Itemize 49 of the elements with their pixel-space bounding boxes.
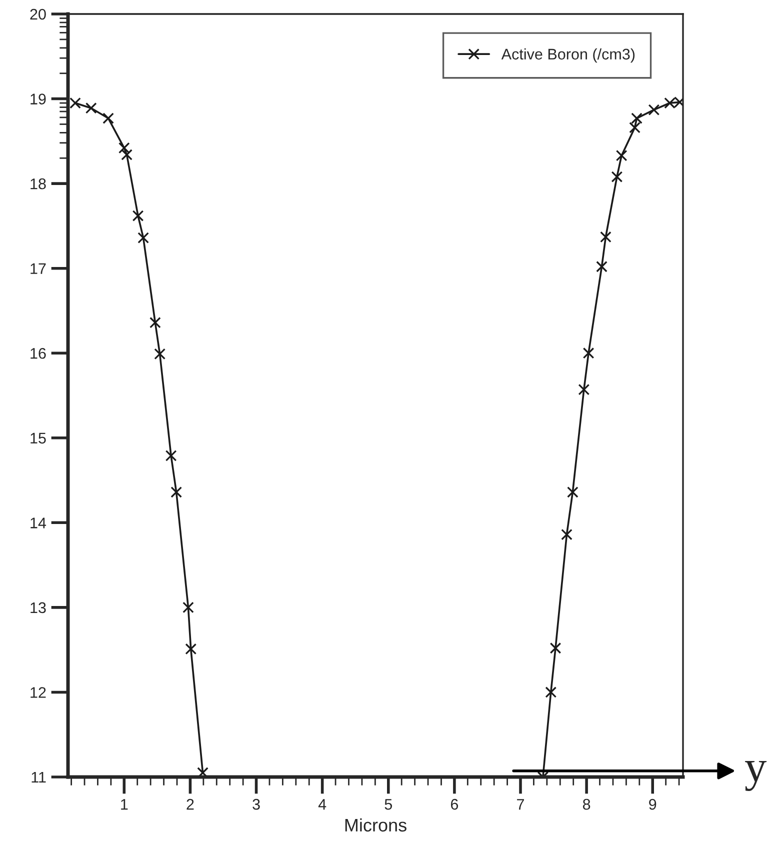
point bbox=[197, 767, 208, 777]
point bbox=[648, 104, 660, 116]
point bbox=[121, 149, 132, 160]
y-tick-label: 11 bbox=[32, 772, 46, 783]
point bbox=[185, 643, 197, 655]
point bbox=[561, 528, 572, 540]
legend-label: Active Boron (/cm3) bbox=[501, 48, 635, 63]
y-tick-label: 13 bbox=[30, 602, 46, 614]
point bbox=[132, 210, 144, 222]
y-tick-label: 18 bbox=[30, 178, 46, 190]
point bbox=[118, 142, 130, 154]
y-tick-label: 19 bbox=[30, 94, 46, 104]
point bbox=[578, 384, 590, 396]
x-tick-label: 1 bbox=[121, 799, 128, 810]
point bbox=[550, 642, 562, 654]
x-tick-label: 2 bbox=[186, 798, 194, 810]
point bbox=[582, 347, 594, 359]
point bbox=[629, 122, 640, 134]
point bbox=[616, 150, 628, 162]
point bbox=[102, 112, 114, 124]
x-tick-label: 6 bbox=[450, 798, 458, 810]
x-tick-label: 5 bbox=[384, 799, 392, 810]
point bbox=[165, 450, 177, 462]
point bbox=[70, 97, 81, 109]
point bbox=[138, 232, 149, 244]
x-tick-label: 9 bbox=[649, 798, 656, 810]
text: y bbox=[745, 761, 767, 792]
y-tick-label: 12 bbox=[30, 687, 46, 698]
point bbox=[182, 602, 194, 614]
point bbox=[611, 171, 623, 182]
point bbox=[600, 231, 612, 243]
point bbox=[596, 260, 608, 272]
point bbox=[545, 686, 557, 698]
y-tick-label: 14 bbox=[30, 518, 46, 528]
x-tick-label: 3 bbox=[252, 798, 260, 810]
point bbox=[85, 102, 97, 114]
x-tick-label: 7 bbox=[517, 799, 524, 810]
y-tick-label: 17 bbox=[30, 263, 46, 274]
x-tick-label: 4 bbox=[318, 799, 326, 810]
point bbox=[566, 486, 578, 498]
y-tick-label: 20 bbox=[30, 8, 46, 20]
point bbox=[154, 348, 166, 360]
y-tick-label: 16 bbox=[30, 348, 46, 359]
y-tick-label: 15 bbox=[30, 432, 46, 444]
x-axis-title: Microns bbox=[345, 818, 406, 832]
x-tick-label: 8 bbox=[582, 798, 590, 810]
point bbox=[631, 112, 642, 124]
point bbox=[170, 486, 182, 498]
point bbox=[150, 316, 161, 328]
